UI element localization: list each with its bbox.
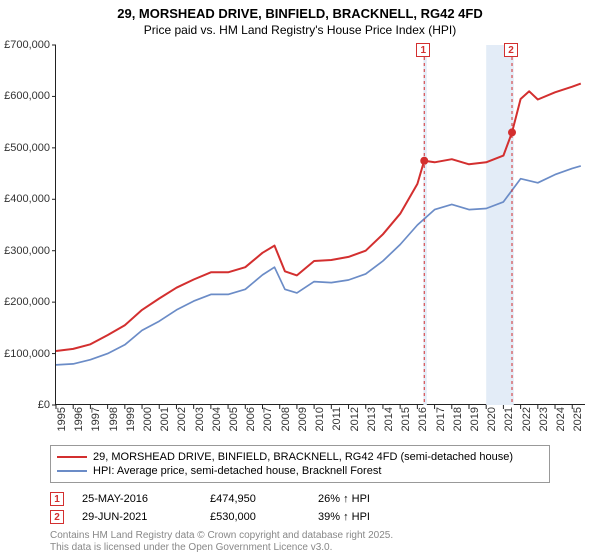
footer: Contains HM Land Registry data © Crown c… xyxy=(50,530,393,554)
x-axis-tick-label: 2001 xyxy=(159,407,171,431)
x-axis-tick-label: 2009 xyxy=(297,407,309,431)
x-axis-tick-label: 2020 xyxy=(486,407,498,431)
y-axis-tick-label: £300,000 xyxy=(4,245,50,257)
x-axis-tick-label: 2006 xyxy=(245,407,257,431)
x-axis-tick-label: 2010 xyxy=(314,407,326,431)
x-axis-tick-label: 2019 xyxy=(469,407,481,431)
x-axis-tick-label: 2018 xyxy=(452,407,464,431)
y-axis-tick-label: £600,000 xyxy=(4,90,50,102)
transaction-hpi-delta: 26% ↑ HPI xyxy=(318,493,398,505)
marker-badge-icon: 2 xyxy=(50,510,64,524)
x-axis-tick-label: 2016 xyxy=(417,407,429,431)
footer-line: This data is licensed under the Open Gov… xyxy=(50,542,393,554)
transaction-hpi-delta: 39% ↑ HPI xyxy=(318,511,398,523)
y-axis-tick-label: £400,000 xyxy=(4,193,50,205)
chart-area: £0 £100,000 £200,000 £300,000 £400,000 £500,0… xyxy=(0,40,600,440)
x-axis-tick-label: 2007 xyxy=(262,407,274,431)
x-axis-tick-label: 2022 xyxy=(521,407,533,431)
y-axis-tick-label: £0 xyxy=(38,399,50,411)
y-axis-tick-label: £200,000 xyxy=(4,296,50,308)
titles: 29, MORSHEAD DRIVE, BINFIELD, BRACKNELL,… xyxy=(0,0,600,37)
x-axis-tick-label: 2023 xyxy=(538,407,550,431)
x-axis-tick-label: 1996 xyxy=(73,407,85,431)
legend-label: HPI: Average price, semi-detached house,… xyxy=(93,465,381,477)
callout-marker-icon: 2 xyxy=(504,43,518,57)
marker-badge-icon: 1 xyxy=(50,492,64,506)
x-axis-tick-label: 1995 xyxy=(56,407,68,431)
x-axis-tick-label: 2025 xyxy=(572,407,584,431)
legend-swatch-icon xyxy=(57,470,87,472)
transactions-table: 1 25-MAY-2016 £474,950 26% ↑ HPI 2 29-JU… xyxy=(50,490,398,526)
transaction-price: £474,950 xyxy=(210,493,300,505)
x-axis-tick-label: 2024 xyxy=(555,407,567,431)
x-axis-tick-label: 2017 xyxy=(435,407,447,431)
transaction-price: £530,000 xyxy=(210,511,300,523)
legend-swatch-icon xyxy=(57,456,87,459)
chart-container: 29, MORSHEAD DRIVE, BINFIELD, BRACKNELL,… xyxy=(0,0,600,560)
x-axis-tick-label: 2000 xyxy=(142,407,154,431)
y-axis-tick-label: £500,000 xyxy=(4,142,50,154)
chart-title: 29, MORSHEAD DRIVE, BINFIELD, BRACKNELL,… xyxy=(0,6,600,21)
y-axis-tick-label: £700,000 xyxy=(4,39,50,51)
chart-subtitle: Price paid vs. HM Land Registry's House … xyxy=(0,23,600,37)
x-axis-tick-label: 2002 xyxy=(176,407,188,431)
callout-marker-icon: 1 xyxy=(416,43,430,57)
transaction-date: 29-JUN-2021 xyxy=(82,511,192,523)
x-axis-tick-label: 2013 xyxy=(366,407,378,431)
y-axis-tick-label: £100,000 xyxy=(4,348,50,360)
x-axis-tick-label: 2011 xyxy=(331,407,343,431)
table-row: 2 29-JUN-2021 £530,000 39% ↑ HPI xyxy=(50,508,398,526)
x-axis-tick-label: 2012 xyxy=(349,407,361,431)
table-row: 1 25-MAY-2016 £474,950 26% ↑ HPI xyxy=(50,490,398,508)
legend-item: HPI: Average price, semi-detached house,… xyxy=(57,464,543,478)
plot xyxy=(55,45,585,405)
x-axis-tick-label: 2003 xyxy=(194,407,206,431)
x-axis-tick-label: 1998 xyxy=(108,407,120,431)
x-axis-tick-label: 2014 xyxy=(383,407,395,431)
x-axis-tick-label: 2021 xyxy=(503,407,515,431)
footer-line: Contains HM Land Registry data © Crown c… xyxy=(50,530,393,542)
x-axis-tick-label: 2008 xyxy=(280,407,292,431)
legend: 29, MORSHEAD DRIVE, BINFIELD, BRACKNELL,… xyxy=(50,445,550,483)
x-axis-tick-label: 1999 xyxy=(125,407,137,431)
x-axis-tick-label: 2015 xyxy=(400,407,412,431)
x-axis-tick-label: 2004 xyxy=(211,407,223,431)
legend-item: 29, MORSHEAD DRIVE, BINFIELD, BRACKNELL,… xyxy=(57,450,543,464)
x-axis-tick-label: 1997 xyxy=(90,407,102,431)
x-axis-tick-label: 2005 xyxy=(228,407,240,431)
legend-label: 29, MORSHEAD DRIVE, BINFIELD, BRACKNELL,… xyxy=(93,451,513,463)
transaction-date: 25-MAY-2016 xyxy=(82,493,192,505)
